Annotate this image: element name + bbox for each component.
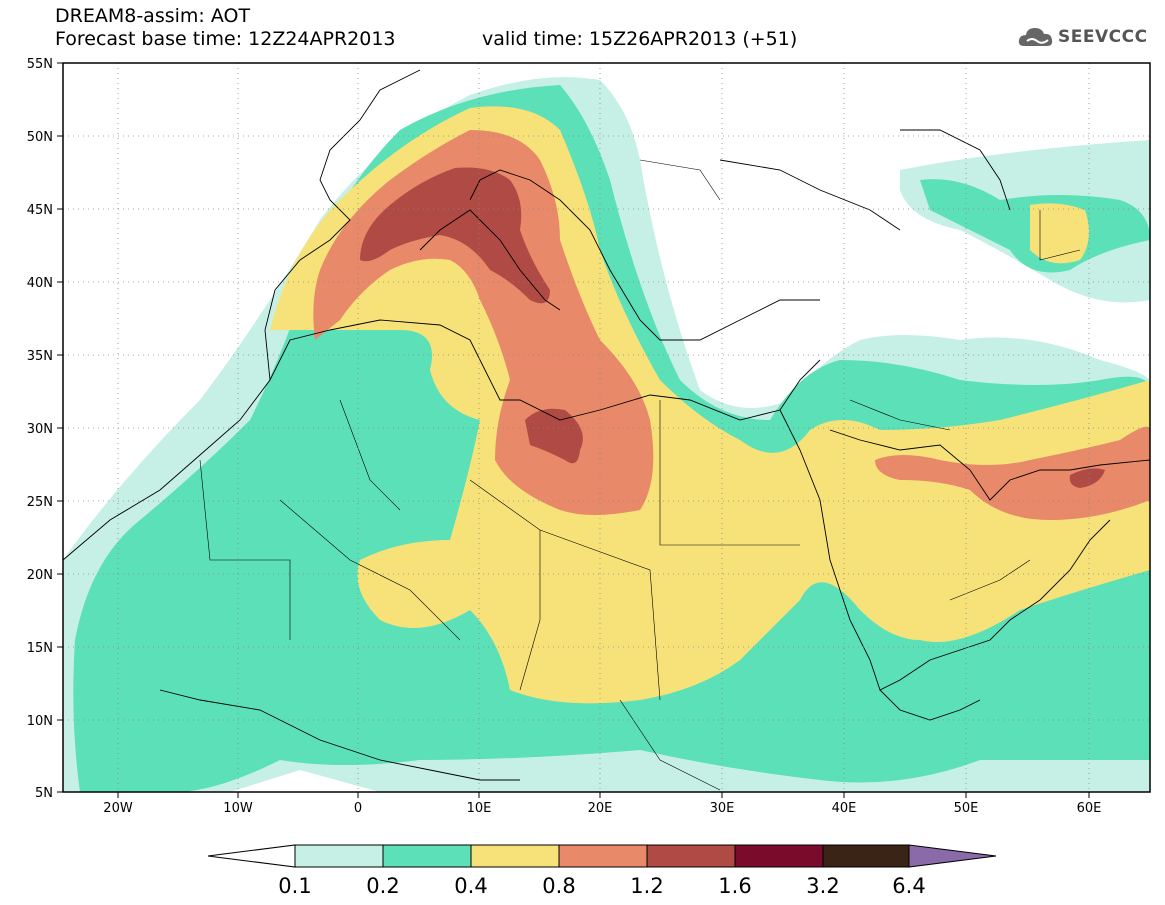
lon-tick-label: 0 xyxy=(354,801,362,816)
map-title: DREAM8-assim: AOT xyxy=(55,5,251,27)
lat-tick-label: 40N xyxy=(27,276,53,291)
lon-tick-label: 60E xyxy=(1077,801,1102,816)
lat-tick-label: 25N xyxy=(27,495,53,510)
lon-tick-label: 20W xyxy=(103,801,133,816)
aot-contours xyxy=(63,77,1150,792)
cloud-icon xyxy=(1018,28,1053,46)
contour-0.4 xyxy=(1030,203,1089,264)
contour-0.8 xyxy=(875,426,1150,520)
lon-tick-label: 30E xyxy=(710,801,735,816)
lat-tick-label: 20N xyxy=(27,568,53,583)
lon-tick-label: 20E xyxy=(588,801,613,816)
lat-tick-label: 35N xyxy=(27,349,53,364)
coastlines xyxy=(63,69,1150,781)
lat-tick-label: 30N xyxy=(27,422,53,437)
lat-tick-label: 55N xyxy=(27,57,53,72)
contour-1.2 xyxy=(525,408,583,464)
contour-1.2 xyxy=(360,167,550,304)
contour-1.2 xyxy=(1069,468,1105,488)
valid-time: valid time: 15Z26APR2013 (+51) xyxy=(482,28,798,50)
grid-lines xyxy=(63,63,1150,792)
lon-tick-label: 10E xyxy=(467,801,492,816)
lat-tick-label: 5N xyxy=(35,786,53,801)
lat-tick-label: 45N xyxy=(27,203,53,218)
lat-axis-labels: 55N 50N 45N 40N 35N 30N 25N 20N 15N 10N … xyxy=(27,57,53,801)
lon-tick-label: 50E xyxy=(954,801,979,816)
lon-axis-labels: 20W 10W 0 10E 20E 30E 40E 50E 60E xyxy=(103,801,1101,816)
lat-tick-label: 50N xyxy=(27,130,53,145)
logo-text: SEEVCCC xyxy=(1058,27,1148,47)
forecast-base-time: Forecast base time: 12Z24APR2013 xyxy=(55,28,396,50)
lon-tick-label: 10W xyxy=(223,801,253,816)
lat-tick-label: 10N xyxy=(27,714,53,729)
lat-tick-label: 15N xyxy=(27,641,53,656)
lon-tick-label: 40E xyxy=(832,801,857,816)
tick-marks xyxy=(57,62,1090,798)
